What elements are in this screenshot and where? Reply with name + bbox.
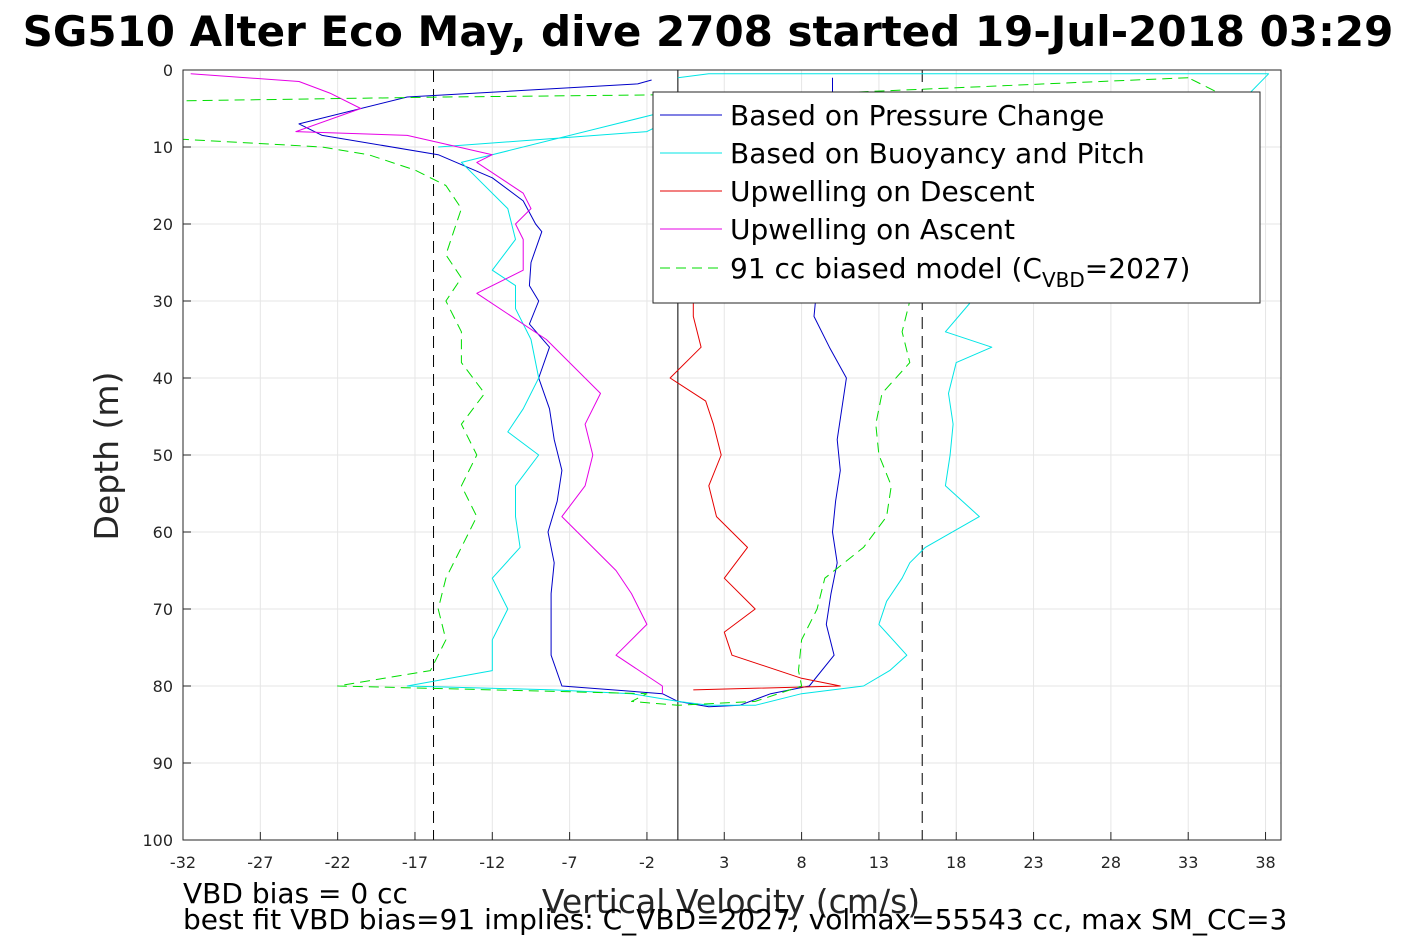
x-tick-label: 18 — [946, 853, 966, 872]
legend-label: Based on Pressure Change — [730, 99, 1104, 132]
x-tick-label: 8 — [796, 853, 806, 872]
series-line-3 — [190, 73, 663, 694]
y-tick-label: 100 — [142, 831, 173, 850]
x-tick-label: -2 — [639, 853, 655, 872]
series-line-1 — [406, 73, 1270, 706]
x-tick-label: 28 — [1101, 853, 1121, 872]
legend-label: Upwelling on Ascent — [730, 213, 1015, 246]
x-tick-label: -27 — [247, 853, 273, 872]
legend-entry: Based on Buoyancy and Pitch — [660, 137, 1145, 170]
legend-box — [652, 91, 1261, 304]
footer-vbd-bias: VBD bias = 0 cc — [183, 877, 408, 910]
legend-label: Upwelling on Descent — [730, 175, 1035, 208]
y-tick-label: 60 — [153, 523, 173, 542]
y-tick-label: 30 — [153, 292, 173, 311]
x-tick-label: 13 — [869, 853, 889, 872]
axis-ticks: -32 -27 -22 -17 -12 -7 -2 3 8 13 18 23 28 33 380102030… — [142, 61, 1275, 872]
x-tick-label: 23 — [1023, 853, 1043, 872]
x-tick-label: -17 — [402, 853, 428, 872]
series-line-0 — [298, 77, 847, 708]
x-tick-label: -32 — [170, 853, 196, 872]
x-tick-label: -22 — [325, 853, 351, 872]
y-tick-label: 80 — [153, 677, 173, 696]
y-tick-label: 50 — [153, 446, 173, 465]
legend-entry: 91 cc biased model (CVBD=2027) — [660, 252, 1190, 292]
x-tick-label: 33 — [1178, 853, 1198, 872]
legend-label: Based on Buoyancy and Pitch — [730, 137, 1145, 170]
x-axis-label: Vertical Velocity (cm/s) — [542, 882, 920, 921]
footer-best-fit: best fit VBD bias=91 implies: C_VBD=2027… — [183, 903, 1287, 936]
legend-entry: Upwelling on Ascent — [660, 213, 1015, 246]
y-axis-label: Depth (m) — [87, 372, 126, 541]
y-tick-label: 20 — [153, 215, 173, 234]
legend-label-model: 91 cc biased model (CVBD=2027) — [730, 252, 1190, 292]
legend: Based on Pressure Change Based on Buoyan… — [652, 91, 1261, 304]
legend-entry: Based on Pressure Change — [660, 99, 1104, 132]
y-tick-label: 90 — [153, 754, 173, 773]
x-tick-label: 38 — [1255, 853, 1275, 872]
x-tick-label: -12 — [479, 853, 505, 872]
y-tick-label: 10 — [153, 138, 173, 157]
y-tick-label: 70 — [153, 600, 173, 619]
y-tick-label: 0 — [163, 61, 173, 80]
legend-model-suffix: =2027) — [1085, 252, 1191, 285]
series-layer — [182, 73, 1270, 708]
x-tick-label: -7 — [562, 853, 578, 872]
y-tick-label: 40 — [153, 369, 173, 388]
legend-model-subscript: VBD — [1042, 268, 1085, 292]
chart-title: SG510 Alter Eco May, dive 2708 started 1… — [23, 7, 1394, 56]
series-line-4 — [182, 77, 1236, 706]
legend-model-prefix: 91 cc biased model (C — [730, 252, 1042, 285]
x-tick-label: 3 — [719, 853, 729, 872]
legend-entry: Upwelling on Descent — [660, 175, 1035, 208]
series-line-2 — [669, 146, 841, 691]
